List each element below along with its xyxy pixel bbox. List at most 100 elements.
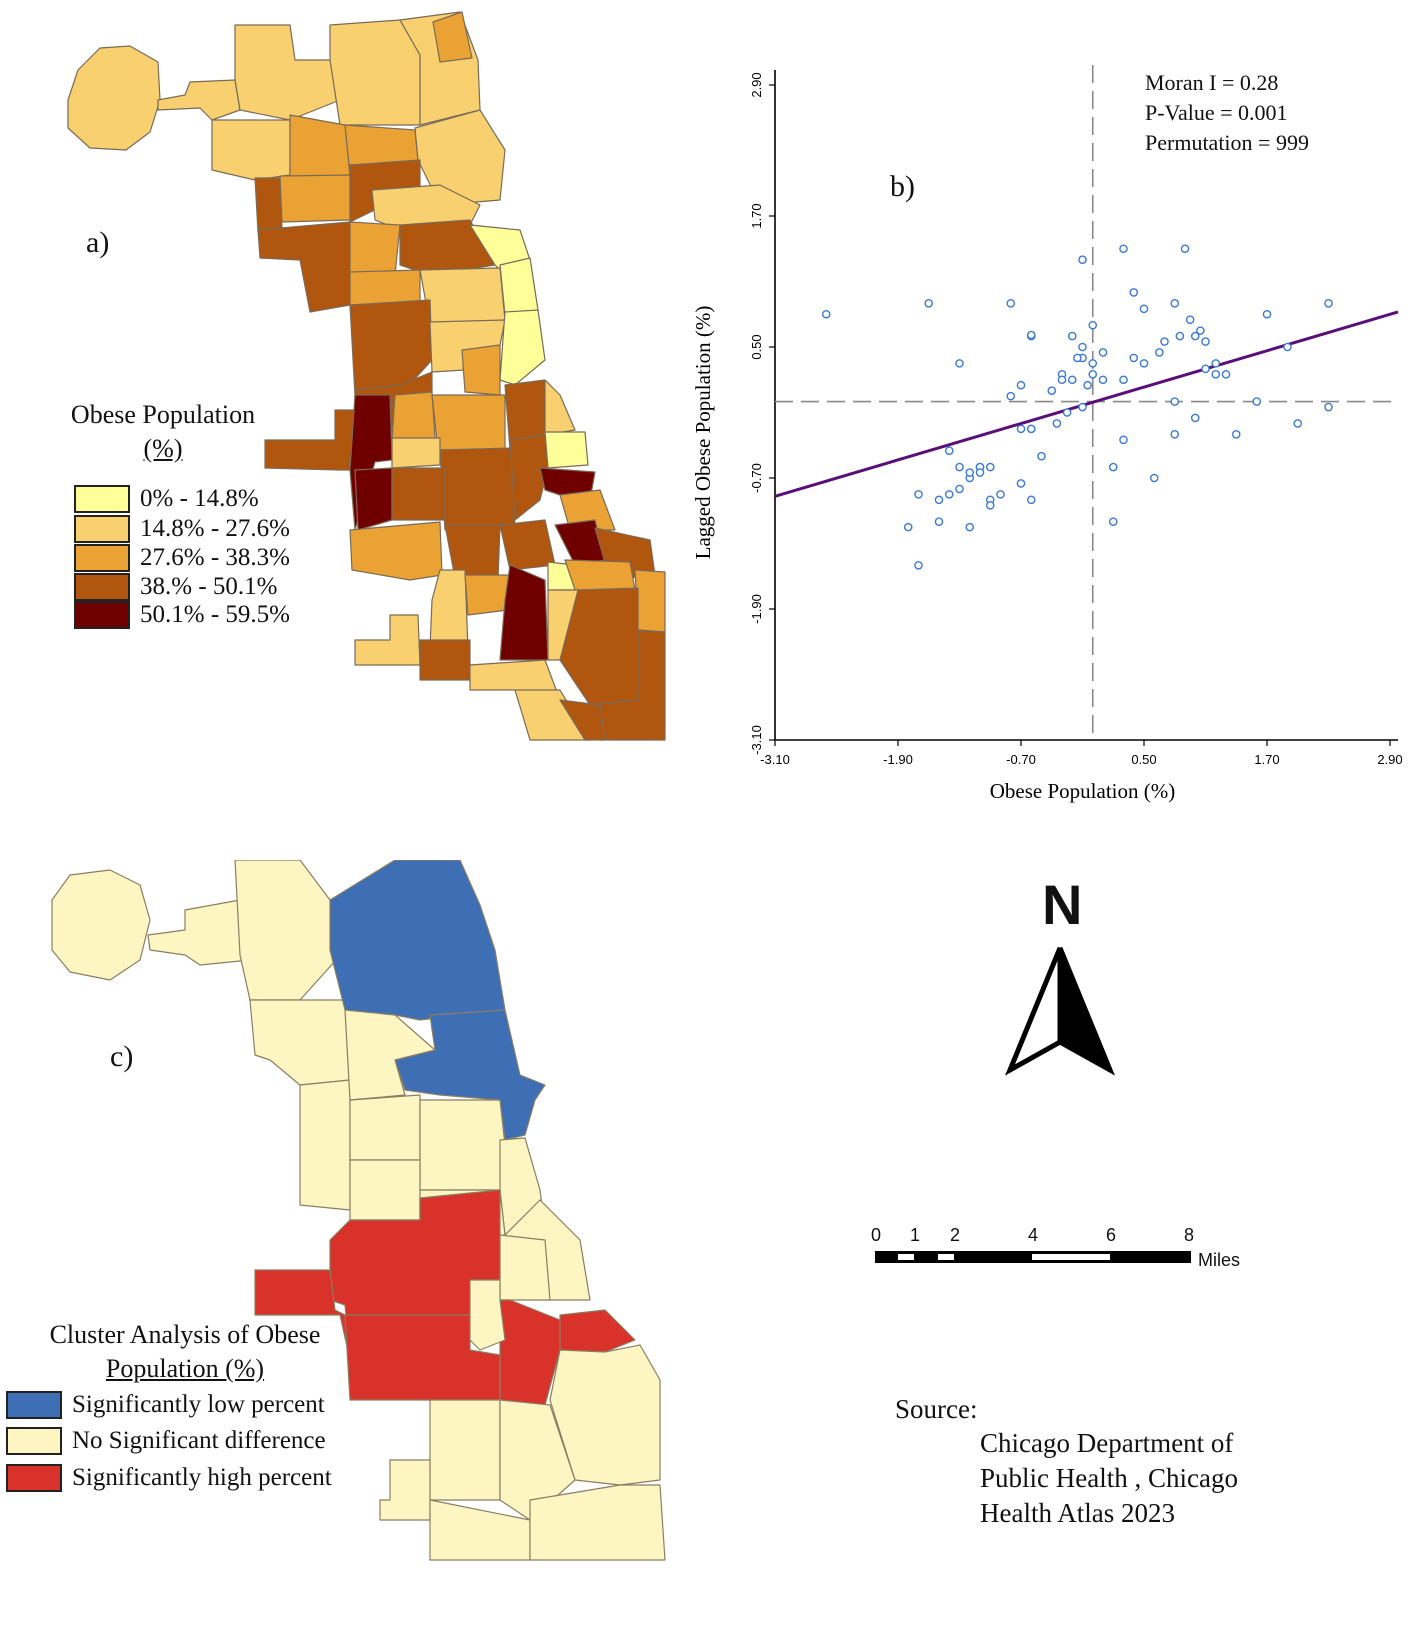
scatter-point <box>1078 342 1087 352</box>
tract-j3 <box>499 564 549 661</box>
legend-label: Significantly low percent <box>72 1391 325 1418</box>
panel-c-legend-title: Cluster Analysis of Obese Population (%) <box>30 1318 340 1386</box>
tract-d2 <box>419 267 506 326</box>
x-tick-label: -0.70 <box>1006 752 1036 767</box>
x-tick-label: 1.70 <box>1254 752 1279 767</box>
scatter-point <box>955 359 964 368</box>
cluster-s-5 <box>529 1484 666 1561</box>
tract-g1 <box>264 409 356 471</box>
tract-j1 <box>429 569 469 651</box>
tract-g3 <box>391 437 441 469</box>
permutation-count: Permutation = 999 <box>1145 130 1309 155</box>
tract-connector <box>157 79 241 121</box>
legend-c-row: Significantly high percent <box>6 1463 332 1493</box>
legend-label: 50.1% - 59.5% <box>140 601 290 628</box>
panel-a-legend-title-line2: (%) <box>143 434 183 463</box>
scatter-point <box>1211 359 1221 368</box>
cluster-mid-west <box>299 1079 351 1211</box>
scatter-point <box>1149 473 1159 483</box>
scatter-point <box>1026 424 1036 434</box>
cluster-ohare <box>51 869 151 981</box>
tract-f5 <box>544 379 576 436</box>
y-tick-label: 1.70 <box>749 203 764 228</box>
scatter-point <box>975 468 985 477</box>
scatter-point <box>903 522 913 532</box>
regression-line <box>774 310 1399 498</box>
scatter-point <box>1170 299 1180 308</box>
cluster-lake-3 <box>499 1234 551 1301</box>
scatter-point <box>1006 299 1016 308</box>
tract-e1 <box>349 299 433 396</box>
scatter-point <box>1016 424 1026 434</box>
scatter-point <box>1262 309 1272 319</box>
scatter-point <box>1098 375 1108 385</box>
y-axis-title: Lagged Obese Population (%) <box>691 306 715 560</box>
tract-ohare <box>67 45 161 151</box>
moran-scatterplot: -3.10 -1.90 -0.70 0.50 1.70 2.90 -3.10 -1.90 -0.… <box>691 65 1403 803</box>
legend-a-row: 50.1% - 59.5% <box>74 600 290 630</box>
cluster-se-1 <box>549 1344 661 1486</box>
scatter-point <box>1108 462 1118 472</box>
scale-unit: Miles <box>1198 1250 1241 1270</box>
tract-d3 <box>499 257 539 316</box>
scatter-point <box>1175 331 1185 341</box>
scatter-point <box>1190 413 1200 423</box>
scatter-point <box>1201 337 1210 346</box>
tract-k8 <box>559 699 606 741</box>
legend-label: 0% - 14.8% <box>140 485 259 512</box>
scatter-point <box>944 446 954 456</box>
scatter-point <box>1170 430 1180 439</box>
tract-g6 <box>544 431 589 469</box>
scatter-point <box>944 490 954 499</box>
scatter-point <box>924 299 934 308</box>
scale-tick-label: 2 <box>950 1225 961 1245</box>
panel-a-legend-title-line1: Obese Population <box>70 400 256 429</box>
scatter-point <box>985 500 995 510</box>
legend-c-row: Significantly low percent <box>6 1390 325 1420</box>
scatter-point <box>955 484 964 494</box>
scatter-point <box>1119 435 1128 445</box>
scatter-point <box>1155 348 1164 357</box>
scatter-point <box>1016 479 1026 488</box>
legend-swatch <box>74 601 130 629</box>
p-value: P-Value = 0.001 <box>1145 100 1288 125</box>
scatter-point <box>965 468 975 477</box>
cluster-mid-2 <box>349 1094 421 1161</box>
scale-tick-label: 4 <box>1028 1225 1039 1245</box>
scatter-point <box>1129 288 1139 297</box>
scatter-axes: -3.10 -1.90 -0.70 0.50 1.70 2.90 -3.10 -1.90 -0.… <box>691 65 1403 803</box>
tract-a2 <box>289 114 351 179</box>
scale-tick-label: 8 <box>1184 1225 1195 1245</box>
scatter-point <box>1196 326 1205 335</box>
tract-j6 <box>634 569 666 633</box>
scatter-point <box>965 522 975 532</box>
scatter-point <box>1324 299 1333 308</box>
scatter-point <box>1252 397 1262 406</box>
north-arrow-icon <box>1004 947 1116 1076</box>
tract-i1 <box>349 521 443 581</box>
scatter-point <box>996 490 1005 499</box>
tract-j5 <box>564 559 636 591</box>
tract-k1 <box>354 614 421 666</box>
scatter-point <box>1062 408 1072 417</box>
scatter-point <box>1221 369 1231 379</box>
cluster-high-3 <box>499 1299 561 1406</box>
scatter-point <box>1026 495 1036 505</box>
source-line: Chicago Department of <box>980 1428 1234 1458</box>
legend-a-row: 0% - 14.8% <box>74 484 259 514</box>
x-axis-title: Obese Population (%) <box>990 779 1175 803</box>
scatter-point <box>1052 419 1062 428</box>
scatter-point <box>1293 419 1303 428</box>
tract-d1 <box>349 269 421 306</box>
tract-e4 <box>461 344 501 396</box>
legend-swatch <box>74 573 130 601</box>
cluster-s-3 <box>379 1459 431 1521</box>
scatter-points <box>821 244 1333 570</box>
source-line: Health Atlas 2023 <box>980 1498 1175 1528</box>
scatter-point <box>1190 331 1200 341</box>
scale-tick-label: 6 <box>1106 1225 1117 1245</box>
scatter-point <box>1211 369 1221 379</box>
moran-stats: Moran I = 0.28 P-Value = 0.001 Permutati… <box>1145 68 1309 158</box>
tract-g4 <box>439 447 516 531</box>
tract-f2 <box>391 391 436 441</box>
